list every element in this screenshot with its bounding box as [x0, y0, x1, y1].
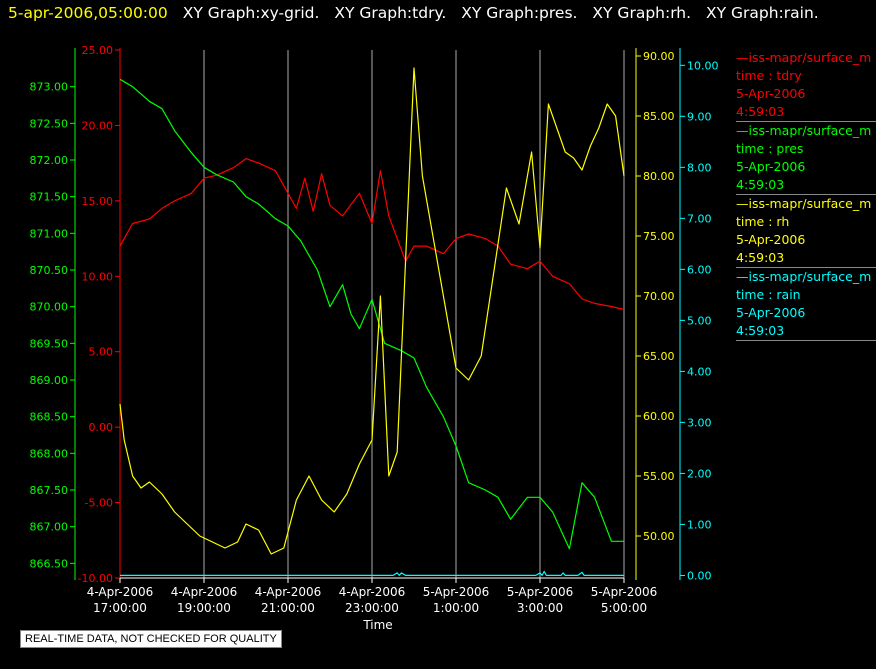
rh-tick-label: 55.00: [643, 470, 675, 483]
tdry-tick-label: -10.00: [78, 572, 113, 585]
rain-tick-label: 5.00: [687, 314, 712, 327]
x-tick-label: 21:00:00: [261, 601, 315, 615]
tdry-tick-label: 25.00: [82, 44, 114, 57]
tdry-tick-label: 5.00: [89, 346, 114, 359]
legend-time: 4:59:03: [736, 323, 785, 338]
x-tick-label: 4-Apr-2006: [171, 585, 238, 599]
graph-title-tdry: XY Graph:tdry.: [334, 4, 447, 22]
pres-tick-label: 866.50: [30, 557, 69, 570]
pres-tick-label: 870.00: [30, 301, 69, 314]
rain-tick-label: 10.00: [687, 59, 719, 72]
pres-tick-label: 872.00: [30, 154, 69, 167]
pres-tick-label: 869.00: [30, 374, 69, 387]
pres-tick-label: 867.50: [30, 484, 69, 497]
legend-time: 4:59:03: [736, 250, 785, 265]
title-bar: 5-apr-2006,05:00:00 XY Graph:xy-grid. XY…: [8, 2, 876, 24]
tdry-tick-label: 10.00: [82, 270, 114, 283]
tdry-tick-label: 20.00: [82, 119, 114, 132]
quality-notice: REAL-TIME DATA, NOT CHECKED FOR QUALITY: [20, 630, 282, 648]
x-tick-label: 5:00:00: [601, 601, 647, 615]
x-tick-label: 17:00:00: [93, 601, 147, 615]
rh-tick-label: 70.00: [643, 290, 675, 303]
x-tick-label: 5-Apr-2006: [507, 585, 574, 599]
tdry-series-line: [119, 158, 625, 311]
pres-tick-label: 868.00: [30, 447, 69, 460]
pres-tick-label: 871.00: [30, 227, 69, 240]
graph-title-rain: XY Graph:rain.: [706, 4, 819, 22]
legend: —iss-mapr/surface_m time : tdry 5-Apr-20…: [736, 49, 876, 341]
graph-title-xy-grid: XY Graph:xy-grid.: [182, 4, 320, 22]
legend-entry-rain: —iss-mapr/surface_m time : rain 5-Apr-20…: [736, 268, 876, 341]
rain-tick-label: 1.00: [687, 518, 712, 531]
rain-tick-label: 0.00: [687, 569, 712, 582]
pres-tick-label: 868.50: [30, 411, 69, 424]
legend-field: time : pres: [736, 141, 804, 156]
legend-date: 5-Apr-2006: [736, 305, 806, 320]
rain-tick-label: 7.00: [687, 212, 712, 225]
rain-tick-label: 3.00: [687, 416, 712, 429]
current-datetime: 5-apr-2006,05:00:00: [8, 4, 168, 22]
legend-title: —iss-mapr/surface_m: [736, 196, 872, 211]
rain-tick-label: 6.00: [687, 263, 712, 276]
legend-title: —iss-mapr/surface_m: [736, 123, 872, 138]
legend-time: 4:59:03: [736, 177, 785, 192]
rain-tick-label: 9.00: [687, 110, 712, 123]
tdry-tick-label: -5.00: [85, 497, 113, 510]
legend-time: 4:59:03: [736, 104, 785, 119]
pres-series-line: [119, 78, 624, 550]
rh-series-line: [119, 67, 625, 555]
rh-tick-label: 90.00: [643, 50, 675, 63]
legend-field: time : rh: [736, 214, 790, 229]
x-tick-label: 23:00:00: [345, 601, 399, 615]
x-tick-label: 4-Apr-2006: [87, 585, 154, 599]
legend-title: —iss-mapr/surface_m: [736, 269, 872, 284]
rh-tick-label: 75.00: [643, 230, 675, 243]
x-tick-label: 4-Apr-2006: [339, 585, 406, 599]
graph-title-rh: XY Graph:rh.: [592, 4, 692, 22]
legend-entry-pres: —iss-mapr/surface_m time : pres 5-Apr-20…: [736, 122, 876, 195]
legend-entry-tdry: —iss-mapr/surface_m time : tdry 5-Apr-20…: [736, 49, 876, 122]
graph-title-pres: XY Graph:pres.: [461, 4, 578, 22]
pres-tick-label: 869.50: [30, 337, 69, 350]
legend-entry-rh: —iss-mapr/surface_m time : rh 5-Apr-2006…: [736, 195, 876, 268]
rh-tick-label: 60.00: [643, 410, 675, 423]
legend-field: time : rain: [736, 287, 801, 302]
rh-tick-label: 65.00: [643, 350, 675, 363]
pres-tick-label: 872.50: [30, 117, 69, 130]
pres-tick-label: 870.50: [30, 264, 69, 277]
pres-tick-label: 867.00: [30, 521, 69, 534]
rain-tick-label: 2.00: [687, 467, 712, 480]
rain-series-line: [120, 570, 624, 577]
rain-tick-label: 4.00: [687, 365, 712, 378]
tdry-tick-label: 15.00: [82, 195, 114, 208]
x-tick-label: 19:00:00: [177, 601, 231, 615]
x-tick-label: 5-Apr-2006: [591, 585, 658, 599]
legend-field: time : tdry: [736, 68, 802, 83]
legend-title: —iss-mapr/surface_m: [736, 50, 872, 65]
rh-tick-label: 85.00: [643, 110, 675, 123]
x-tick-label: 1:00:00: [433, 601, 479, 615]
x-tick-label: 5-Apr-2006: [423, 585, 490, 599]
legend-date: 5-Apr-2006: [736, 86, 806, 101]
pres-tick-label: 871.50: [30, 191, 69, 204]
legend-date: 5-Apr-2006: [736, 159, 806, 174]
x-tick-label: 3:00:00: [517, 601, 563, 615]
x-tick-label: 4-Apr-2006: [255, 585, 322, 599]
rh-tick-label: 50.00: [643, 530, 675, 543]
rh-tick-label: 80.00: [643, 170, 675, 183]
rain-tick-label: 8.00: [687, 161, 712, 174]
pres-tick-label: 873.00: [30, 81, 69, 94]
x-axis-label: Time: [362, 618, 392, 632]
legend-date: 5-Apr-2006: [736, 232, 806, 247]
tdry-tick-label: 0.00: [89, 421, 114, 434]
